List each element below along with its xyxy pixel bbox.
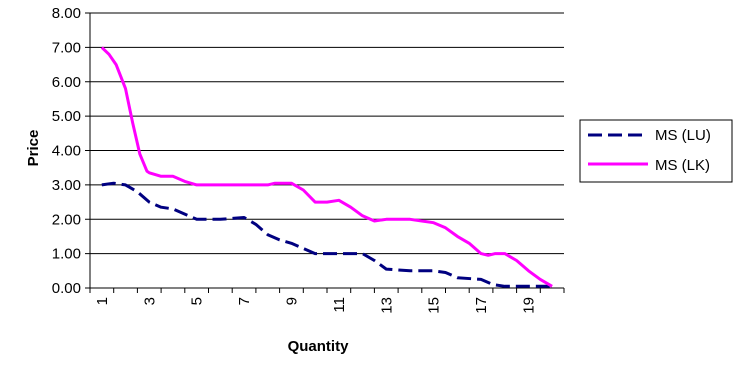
y-tick-label: 6.00	[52, 74, 81, 91]
legend-label-ms-lu: MS (LU)	[655, 127, 711, 144]
x-tick-label: 19	[520, 297, 537, 314]
x-tick-label: 11	[331, 297, 348, 313]
legend-box	[579, 119, 733, 183]
y-tick-label: 7.00	[52, 39, 81, 56]
series-line-ms-lk	[100, 46, 553, 288]
gridlines	[90, 12, 564, 255]
y-tick-labels: 0.00 1.00 2.00 3.00 4.00 5.00 6.00 7.00 8.00	[52, 5, 90, 297]
y-tick-label: 8.00	[52, 5, 81, 22]
x-tick-label: 3	[141, 297, 158, 305]
series-lines	[100, 46, 553, 288]
legend-label-ms-lk: MS (LK)	[655, 157, 710, 174]
y-axis-title: Price	[25, 130, 42, 167]
x-tick-label: 13	[378, 297, 395, 314]
x-tick-label: 15	[426, 297, 443, 314]
x-tick-label: 5	[189, 297, 206, 305]
x-tick-labels: 1 3 5 7 9 11 13 15 17 19	[89, 288, 565, 314]
y-tick-label: 2.00	[52, 211, 81, 228]
y-tick-label: 5.00	[52, 108, 81, 125]
x-tick-label: 1	[94, 297, 111, 305]
x-tick-label: 7	[236, 297, 253, 305]
x-tick-label: 17	[473, 297, 490, 314]
y-tick-label: 3.00	[52, 177, 81, 194]
y-tick-label: 0.00	[52, 280, 81, 297]
y-tick-label: 4.00	[52, 143, 81, 160]
series-line-ms-lu	[101, 181, 553, 288]
legend: MS (LU) MS (LK)	[579, 119, 733, 183]
x-tick-label: 9	[283, 297, 300, 305]
x-axis-title: Quantity	[288, 338, 349, 355]
y-tick-label: 1.00	[52, 246, 81, 263]
